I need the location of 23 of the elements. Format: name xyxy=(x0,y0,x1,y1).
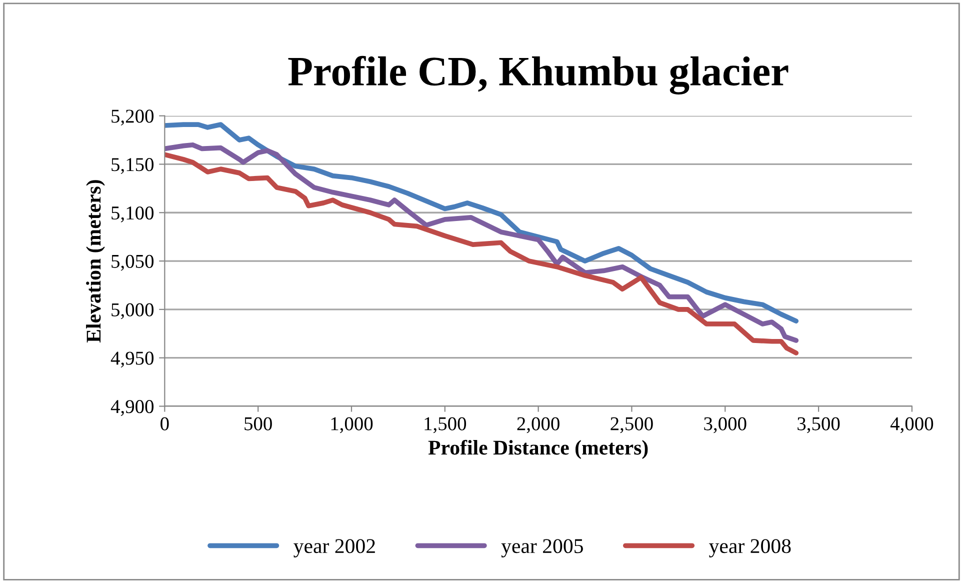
x-tick-label: 1,000 xyxy=(331,417,373,434)
x-tick-label: 1,500 xyxy=(424,417,466,434)
x-tick-label: 2,000 xyxy=(517,417,560,434)
y-tick-label: 5,100 xyxy=(112,206,154,222)
y-tick-label: 5,000 xyxy=(112,303,154,320)
y-tick-label: 5,150 xyxy=(112,158,154,174)
x-tick-label: 500 xyxy=(244,417,272,430)
y-axis-title: Elevation (meters) xyxy=(86,180,105,343)
chart-title: Profile CD, Khumbu glacier xyxy=(288,56,788,94)
legend-label: year 2005 xyxy=(501,539,583,558)
y-tick-label: 4,900 xyxy=(110,400,154,416)
x-tick-label: 3,500 xyxy=(798,417,840,434)
x-axis-title: Profile Distance (meters) xyxy=(428,440,648,459)
x-tick-label: 4,000 xyxy=(890,417,934,434)
x-tick-label: 2,500 xyxy=(610,417,653,434)
legend-label: year 2002 xyxy=(294,539,375,558)
legend-label: year 2008 xyxy=(709,539,791,558)
y-tick-label: 4,950 xyxy=(110,352,154,368)
x-tick-label: 3,000 xyxy=(704,417,746,434)
x-tick-label: 0 xyxy=(160,417,169,430)
line-series xyxy=(164,122,799,324)
y-tick-label: 5,050 xyxy=(112,254,154,271)
y-tick-label: 5,200 xyxy=(112,110,154,126)
